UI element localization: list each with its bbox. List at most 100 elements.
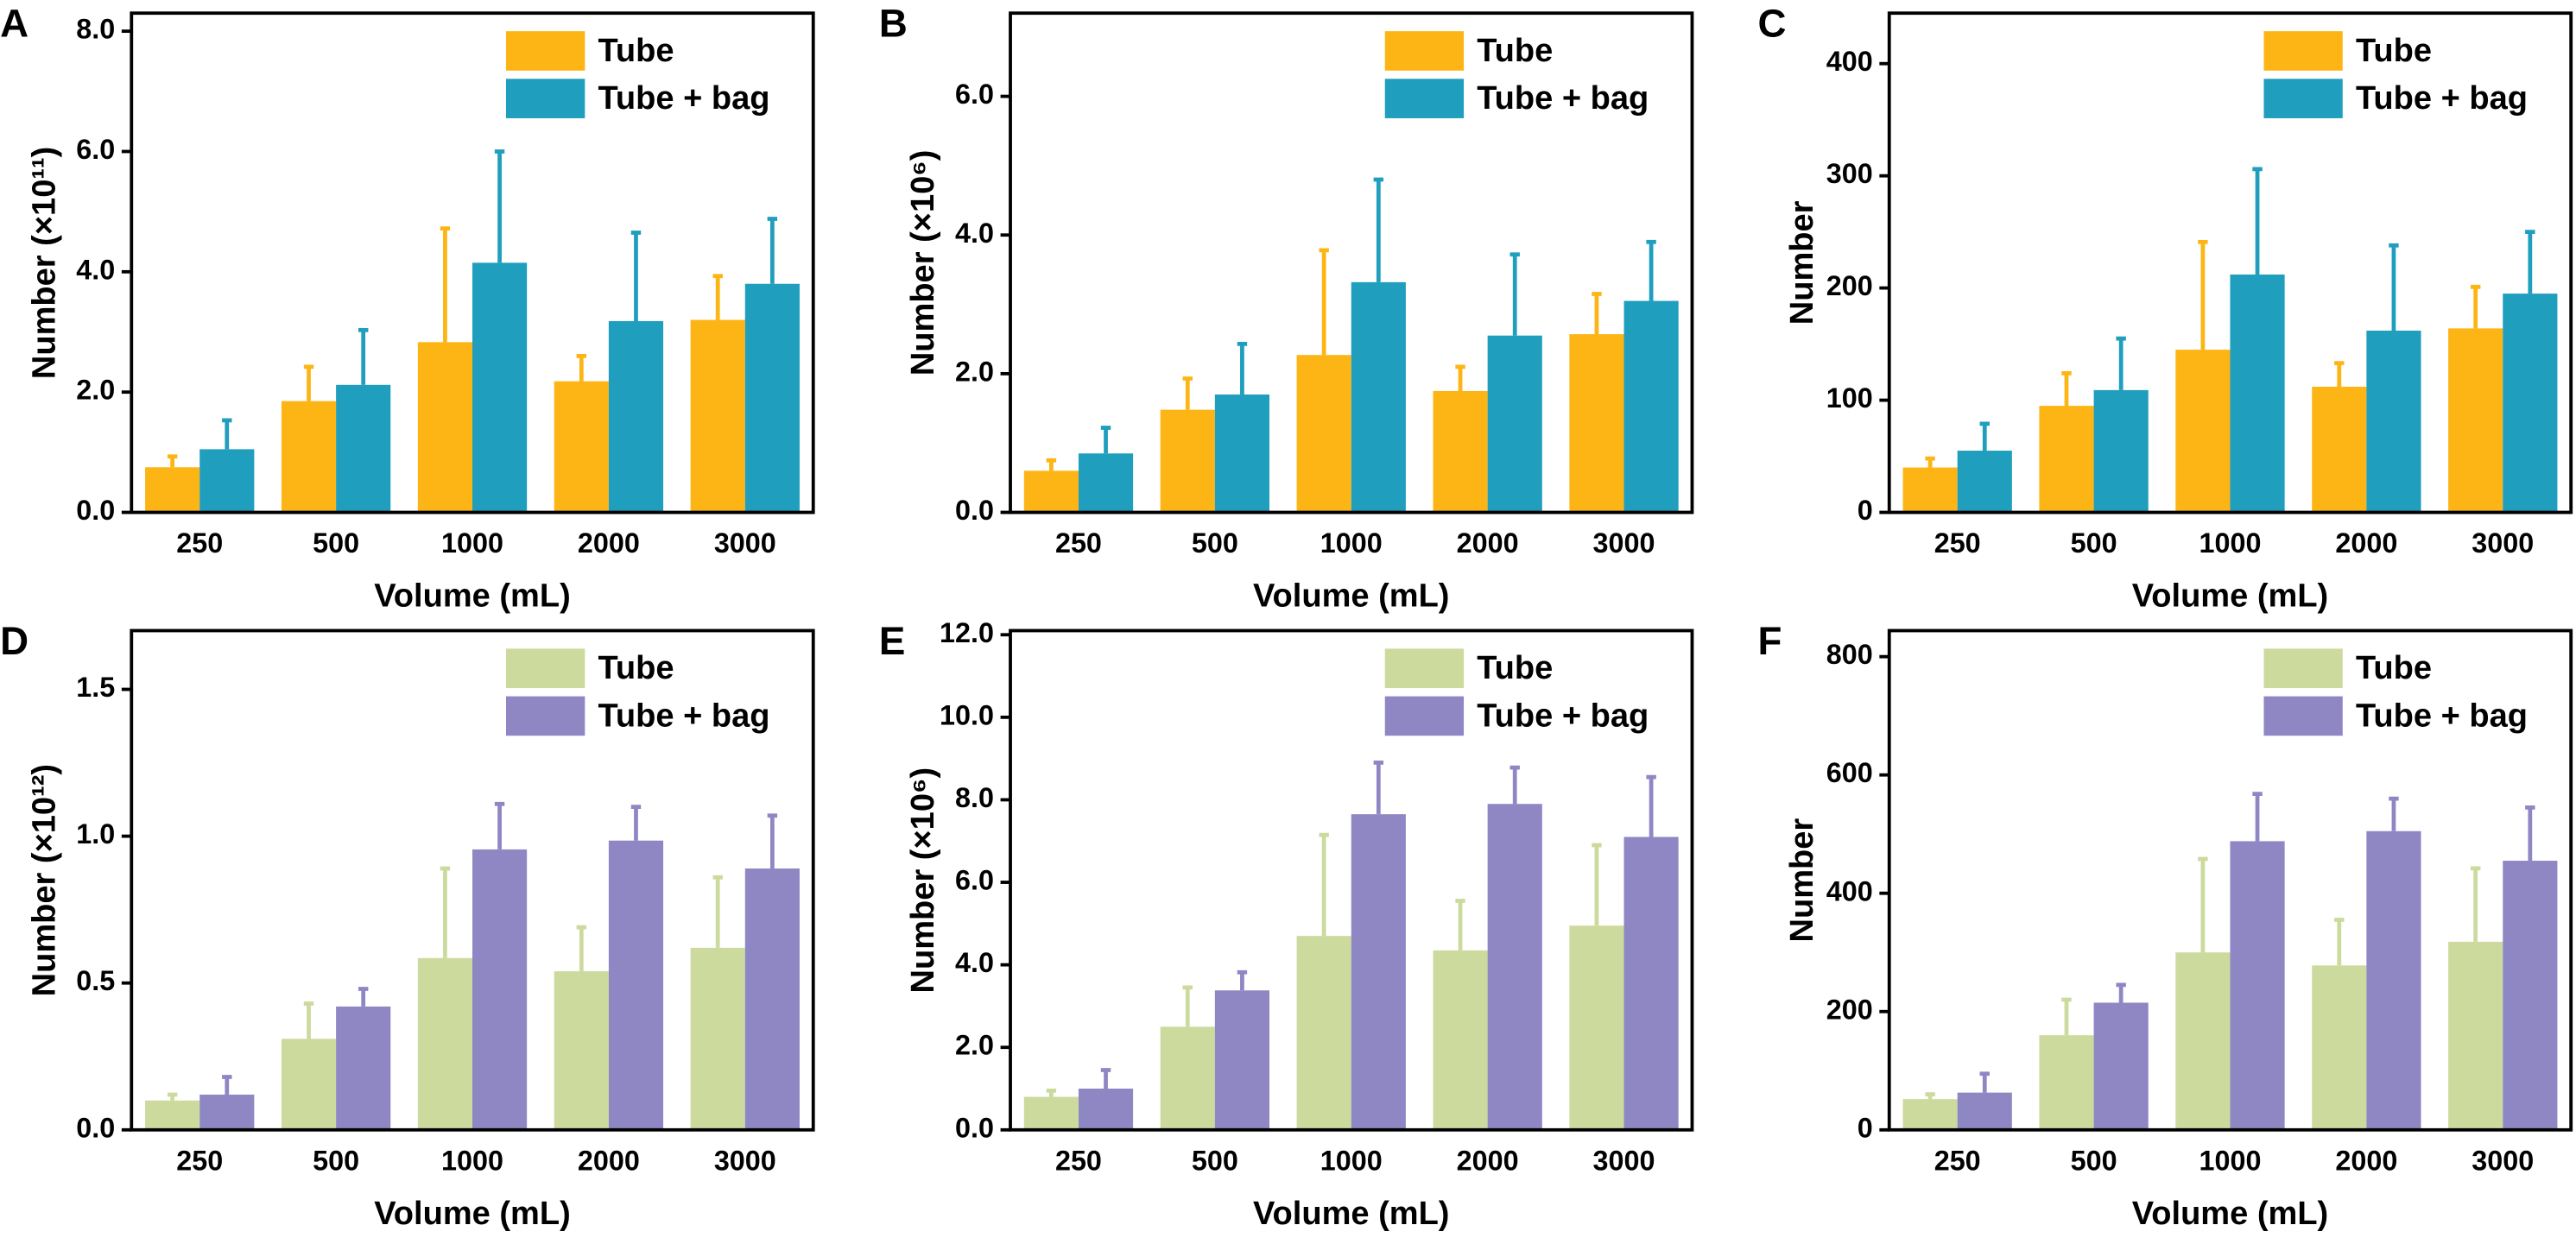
y-tick-label: 600 <box>1826 757 1873 788</box>
bar <box>1078 1088 1134 1130</box>
bar <box>1623 300 1679 513</box>
legend-swatch <box>2263 79 2343 118</box>
error-bar <box>1925 1092 1935 1100</box>
error-bar <box>2198 856 2208 953</box>
error-bar <box>1510 252 1520 336</box>
error-bar <box>1237 969 1248 991</box>
legend-label: Tube + bag <box>2356 80 2528 117</box>
bar <box>2312 965 2367 1130</box>
legend-label: Tube <box>2356 650 2432 686</box>
y-axis-label: Number (×10⁶) <box>905 767 941 994</box>
bar <box>1957 451 2012 513</box>
y-tick-label: 2.0 <box>955 1030 994 1061</box>
bar <box>2093 389 2149 513</box>
legend-swatch <box>1384 31 1465 71</box>
bar <box>1351 814 1406 1130</box>
bar <box>417 957 473 1130</box>
error-bar <box>576 353 587 382</box>
plot-frame <box>1009 628 1694 1132</box>
y-tick-label: 8.0 <box>955 782 994 813</box>
bar <box>1433 390 1488 513</box>
error-bar <box>1046 458 1057 471</box>
x-tick-label: 3000 <box>1593 1145 1655 1176</box>
error-bar <box>2334 918 2345 966</box>
y-tick-label: 0 <box>1858 495 1873 526</box>
bar <box>2503 294 2558 513</box>
error-bar <box>2252 792 2263 842</box>
error-bar <box>2334 361 2345 387</box>
legend-swatch <box>1384 696 1465 736</box>
x-tick-label: 500 <box>2071 527 2117 559</box>
error-bar <box>222 418 232 450</box>
bar <box>1433 950 1488 1130</box>
y-tick-label: 800 <box>1826 639 1873 670</box>
x-tick-label: 500 <box>1192 1145 1238 1176</box>
x-tick-label: 1000 <box>441 527 503 559</box>
panel-label: A <box>0 1 28 45</box>
legend-swatch <box>506 31 585 71</box>
y-tick-label: 8.0 <box>76 14 115 45</box>
y-tick-label: 0.0 <box>76 1112 115 1143</box>
x-tick-label: 2000 <box>1457 527 1519 559</box>
y-tick-label: 0 <box>1858 1112 1873 1143</box>
x-tick-label: 3000 <box>1593 527 1655 559</box>
x-tick-label: 3000 <box>714 1145 776 1176</box>
error-bar <box>2116 982 2126 1003</box>
error-bar <box>2252 167 2263 275</box>
error-bar <box>2525 805 2535 862</box>
error-bar <box>303 1001 314 1039</box>
error-bar <box>576 925 587 972</box>
bar <box>145 467 200 513</box>
bar <box>2503 861 2558 1130</box>
y-tick-label: 1.5 <box>76 672 115 703</box>
x-tick-label: 500 <box>313 1145 359 1176</box>
bar <box>472 262 528 513</box>
x-tick-label: 250 <box>176 527 223 559</box>
bar <box>336 384 391 513</box>
bar <box>1160 409 1215 513</box>
x-axis-label: Volume (mL) <box>2132 578 2328 614</box>
y-tick-label: 1.0 <box>76 818 115 849</box>
bar <box>2230 275 2285 513</box>
panel-label: E <box>879 619 905 663</box>
error-bar <box>1373 761 1384 815</box>
error-bar <box>2116 336 2126 390</box>
bar <box>281 401 337 513</box>
x-axis-label: Volume (mL) <box>374 1196 570 1232</box>
x-tick-label: 2000 <box>578 527 640 559</box>
error-bar <box>440 226 451 343</box>
bar <box>1296 936 1351 1130</box>
x-axis-label: Volume (mL) <box>2132 1196 2328 1232</box>
bar <box>1902 467 1958 513</box>
bar <box>1214 394 1270 513</box>
bar <box>2366 330 2421 513</box>
error-bar <box>2389 243 2399 331</box>
error-bar <box>167 454 178 468</box>
y-axis-label: Number <box>1784 200 1820 325</box>
x-tick-label: 250 <box>176 1145 223 1176</box>
error-bar <box>1455 364 1465 391</box>
error-bar <box>1510 765 1520 805</box>
error-bar <box>1979 421 1990 452</box>
legend-swatch <box>506 79 585 118</box>
x-tick-label: 250 <box>1055 1145 1102 1176</box>
error-bar <box>1182 985 1193 1027</box>
x-tick-label: 3000 <box>2472 527 2534 559</box>
x-tick-label: 500 <box>2071 1145 2117 1176</box>
plot-frame <box>1009 11 1694 515</box>
bar <box>1023 1096 1079 1130</box>
y-tick-label: 300 <box>1826 158 1873 189</box>
bar <box>417 342 473 513</box>
legend-label: Tube <box>2356 33 2432 69</box>
legend-label: Tube + bag <box>1477 80 1649 117</box>
y-axis-label: Number (×10⁶) <box>905 150 941 376</box>
error-bar <box>2470 866 2481 942</box>
legend-swatch <box>2263 31 2343 71</box>
y-tick-label: 4.0 <box>76 254 115 285</box>
bar <box>1569 925 1624 1130</box>
y-tick-label: 6.0 <box>955 79 994 110</box>
error-bar <box>1319 832 1329 937</box>
y-tick-label: 0.0 <box>955 495 994 526</box>
bar <box>1160 1026 1215 1130</box>
